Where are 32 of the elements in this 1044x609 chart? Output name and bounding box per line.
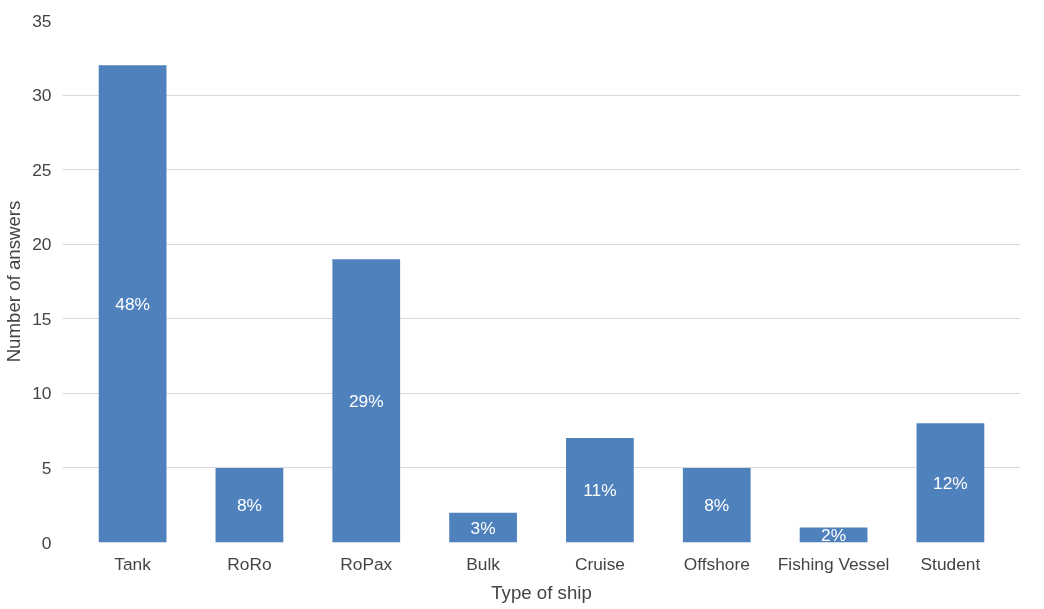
x-tick-label: Offshore	[683, 553, 750, 574]
x-tick-label: Cruise	[574, 553, 625, 574]
y-tick-label: 0	[41, 532, 52, 553]
annotation: 3%	[470, 517, 496, 538]
y-tick-label: 25	[32, 159, 52, 180]
bar	[566, 438, 634, 543]
annotation: 11%	[583, 480, 617, 501]
y-axis-title: Number of answers	[3, 200, 25, 363]
x-tick-label: Tank	[114, 553, 152, 574]
y-tick-label: 10	[32, 383, 52, 404]
x-tick-label: Student	[920, 553, 981, 574]
x-tick-label: Bulk	[466, 553, 501, 574]
annotation: 2%	[821, 525, 847, 546]
y-tick-label: 20	[32, 234, 52, 255]
bar	[682, 467, 751, 543]
bar	[98, 65, 167, 543]
x-tick-label: Fishing Vessel	[777, 553, 890, 574]
y-tick-label: 15	[32, 308, 52, 329]
annotation: 8%	[704, 495, 730, 516]
y-tick-label: 30	[32, 85, 52, 106]
x-tick-label: RoRo	[227, 553, 272, 574]
annotation: 29%	[348, 390, 384, 411]
bar	[332, 259, 401, 543]
y-tick-label: 5	[41, 457, 52, 478]
x-axis-title: Type of ship	[491, 581, 592, 603]
bar	[916, 423, 985, 543]
annotation: 12%	[933, 472, 968, 493]
y-tick-label: 35	[32, 10, 52, 31]
bar	[215, 467, 284, 543]
x-tick-label: RoPax	[340, 553, 393, 574]
annotation: 8%	[236, 495, 262, 516]
annotation: 48%	[115, 293, 150, 314]
